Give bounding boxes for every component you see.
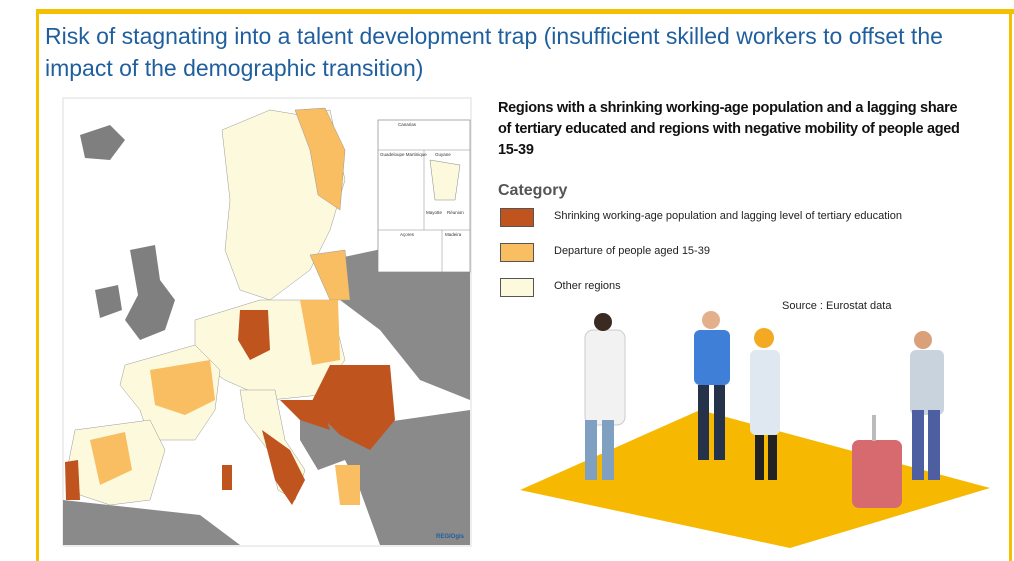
legend-heading: Regions with a shrinking working-age pop… [498,100,960,158]
map: Canarias Guadeloupe Martinique Guyane Ma… [62,97,472,547]
right-border [1009,9,1012,561]
legend-label: Shrinking working-age population and lag… [554,210,902,222]
inset-label: Guyane [435,152,451,157]
legend-label: Other regions [554,280,621,292]
left-border [36,9,39,561]
legend-title: Category [498,182,568,199]
legend-label: Departure of people aged 15-39 [554,245,710,257]
legend-swatch [500,243,534,262]
map-credit: REGIOgis [436,534,465,540]
legend-swatch [500,208,534,227]
inset-label: Guadeloupe Martinique [380,152,427,157]
inset-label: Canarias [398,122,417,127]
top-border [37,9,1014,14]
inset-label: Mayotte [426,210,443,215]
inset-label: Réunion [447,210,464,215]
inset-label: Madeira [445,232,462,237]
legend-swatch [500,278,534,297]
illustration [520,311,990,548]
source: Source : Eurostat data [782,300,892,312]
slide-title: Risk of stagnating into a talent develop… [45,23,943,81]
inset-label: Açores [400,232,415,237]
